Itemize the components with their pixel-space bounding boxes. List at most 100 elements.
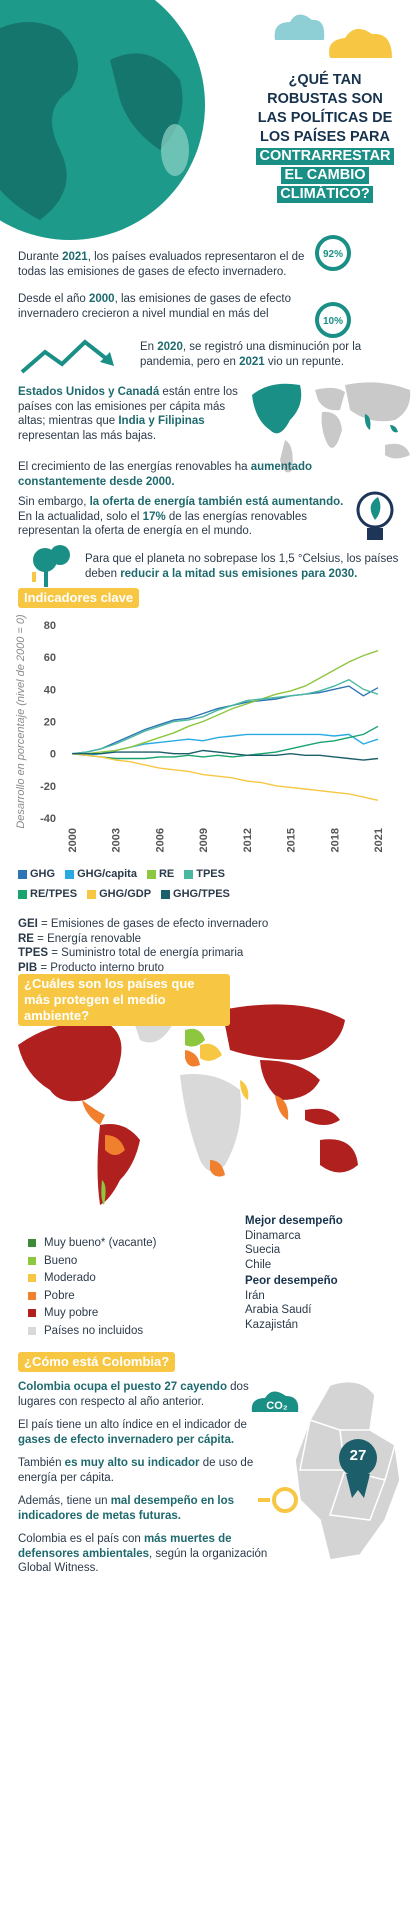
map-legend-item: Moderado	[28, 1271, 218, 1286]
glossary-term: GEI	[18, 918, 38, 930]
legend-swatch	[87, 889, 97, 899]
glossary-term: PIB	[18, 961, 38, 974]
performance-title: Peor desempeño	[245, 1275, 338, 1287]
legend-item: RE/TPES	[18, 888, 77, 900]
text-run: , se registró una disminución por la pan…	[140, 341, 362, 368]
series-line	[71, 753, 379, 801]
legend-label: GHG	[30, 868, 56, 880]
badge	[315, 235, 351, 271]
y-tick-label: -20	[40, 781, 56, 793]
map-legend-item: Muy pobre	[28, 1306, 218, 1321]
text-run: Además, tiene un	[18, 1495, 111, 1507]
performance-title: Mejor desempeño	[245, 1215, 343, 1227]
legend-swatch	[146, 869, 156, 879]
series-line	[72, 650, 379, 755]
globe-shine	[161, 124, 189, 176]
map-legend-item: Pobre	[28, 1289, 218, 1304]
country: Irán	[245, 1289, 265, 1302]
legend-swatch	[65, 869, 75, 879]
glossary-definition: = Suministro total de energía primaria	[48, 947, 244, 959]
plug-icon	[272, 1487, 298, 1513]
bulb-icon	[356, 491, 394, 529]
text-run: El país tiene un alto índice en el indic…	[18, 1419, 247, 1431]
map-legend-swatch	[28, 1326, 36, 1335]
title-line: ¿QUÉ TAN	[288, 72, 362, 88]
title-line: LAS POLÍTICAS DE	[257, 110, 393, 126]
y-tick-label: 0	[50, 749, 56, 761]
text-run: El crecimiento de las energías renovable…	[18, 461, 251, 473]
world-map	[18, 1004, 358, 1205]
title-line: LOS PAÍSES PARA	[260, 129, 390, 145]
glossary-term: RE	[18, 932, 34, 945]
fact: Durante 2021, los países evaluados repre…	[18, 250, 318, 279]
colombia-title: ¿Cómo está Colombia?	[18, 1352, 176, 1372]
x-tick-label: 2009	[198, 828, 210, 852]
text-run: En	[140, 341, 158, 353]
glossary: GEI = Emisiones de gases de efecto inver…	[18, 917, 338, 975]
map-legend-swatch	[28, 1239, 36, 1248]
tree-icon	[44, 565, 48, 587]
fact: Desde el año 2000, las emisiones de gase…	[18, 292, 323, 321]
legend-item: TPES	[184, 868, 225, 880]
text-run: 2020	[157, 341, 183, 353]
y-tick-label: 40	[44, 684, 56, 696]
text-run: India y Filipinas	[118, 415, 205, 427]
series-line	[71, 725, 379, 760]
y-tick-label: 60	[44, 652, 56, 664]
glossary-entry: RE = Energía renovable	[18, 932, 338, 947]
fact: El crecimiento de las energías renovable…	[18, 460, 318, 489]
co2-cloud	[251, 1391, 299, 1412]
text-run: dos lugares con respecto al año anterior…	[18, 1381, 249, 1408]
map-legend-item: Muy bueno* (vacante)	[28, 1236, 218, 1251]
glossary-definition: = Emisiones de gases de efecto invernade…	[37, 918, 269, 930]
legend-label: RE	[158, 868, 175, 880]
x-tick-label: 2003	[111, 828, 123, 852]
badge-label: 10%	[323, 316, 343, 327]
legend-label: GHG/GDP	[99, 888, 152, 900]
country: Suecia	[245, 1244, 281, 1256]
title-line: CLIMÁTICO?	[277, 186, 373, 203]
glossary-definition: = Producto interno bruto	[37, 961, 165, 974]
text-run: Durante	[18, 251, 63, 263]
rank-badge	[346, 1474, 370, 1498]
bulb-icon	[367, 528, 383, 540]
rank-badge	[339, 1439, 377, 1477]
fact: En 2020, se registró una disminución por…	[140, 340, 402, 369]
legend-item: GHG/GDP	[87, 888, 151, 900]
country: Kazajistán	[245, 1318, 299, 1331]
text-run: 2000	[88, 293, 115, 305]
map-legend-label: Pobre	[44, 1289, 75, 1302]
legend-swatch	[184, 869, 194, 879]
legend-item: RE	[146, 868, 175, 880]
paragraph: Además, tiene un mal desempeño en los in…	[18, 1494, 268, 1523]
map-legend-swatch	[28, 1309, 36, 1318]
tree-icon	[32, 572, 36, 582]
globe-land	[0, 22, 78, 220]
fact: Estados Unidos y Canadá están entre los …	[18, 385, 248, 443]
series-line	[71, 685, 379, 755]
text-run: vio un repunte.	[264, 355, 344, 368]
badge-label: 92%	[323, 249, 343, 260]
map-legend-swatch	[28, 1291, 36, 1300]
text-run: Desde el año	[18, 293, 89, 305]
legend-label: GHG/capita	[77, 868, 137, 880]
ranking-title: ¿Cuáles son los países que más protegen …	[18, 974, 230, 1026]
text-run: es muy alto su indicador	[64, 1457, 200, 1469]
x-tick-label: 2021	[373, 828, 385, 852]
series-line	[71, 678, 379, 755]
y-axis-label: Desarrollo en porcentaje (nivel de 2000 …	[15, 614, 27, 829]
performance: Mejor desempeño Dinamarca Suecia Chile Peor …	[245, 1212, 405, 1332]
text-run: 2021	[62, 251, 88, 263]
colombia-text: Colombia ocupa el puesto 27 cayendo dos …	[18, 1380, 268, 1576]
text-run: 2021	[239, 355, 265, 368]
text-run: representan las más bajas.	[18, 429, 157, 442]
text-run: En la actualidad, solo el	[18, 510, 143, 523]
rank-badge-label: 27	[349, 1447, 367, 1464]
title-line: EL CAMBIO	[281, 167, 369, 184]
paragraph: También es muy alto su indicador de uso …	[18, 1456, 268, 1485]
text-run: reducir a la mitad sus emisiones para 20…	[120, 567, 358, 580]
country: Chile	[245, 1258, 272, 1271]
text-run: Sin embargo,	[18, 496, 90, 508]
map-legend-label: Moderado	[44, 1272, 96, 1284]
